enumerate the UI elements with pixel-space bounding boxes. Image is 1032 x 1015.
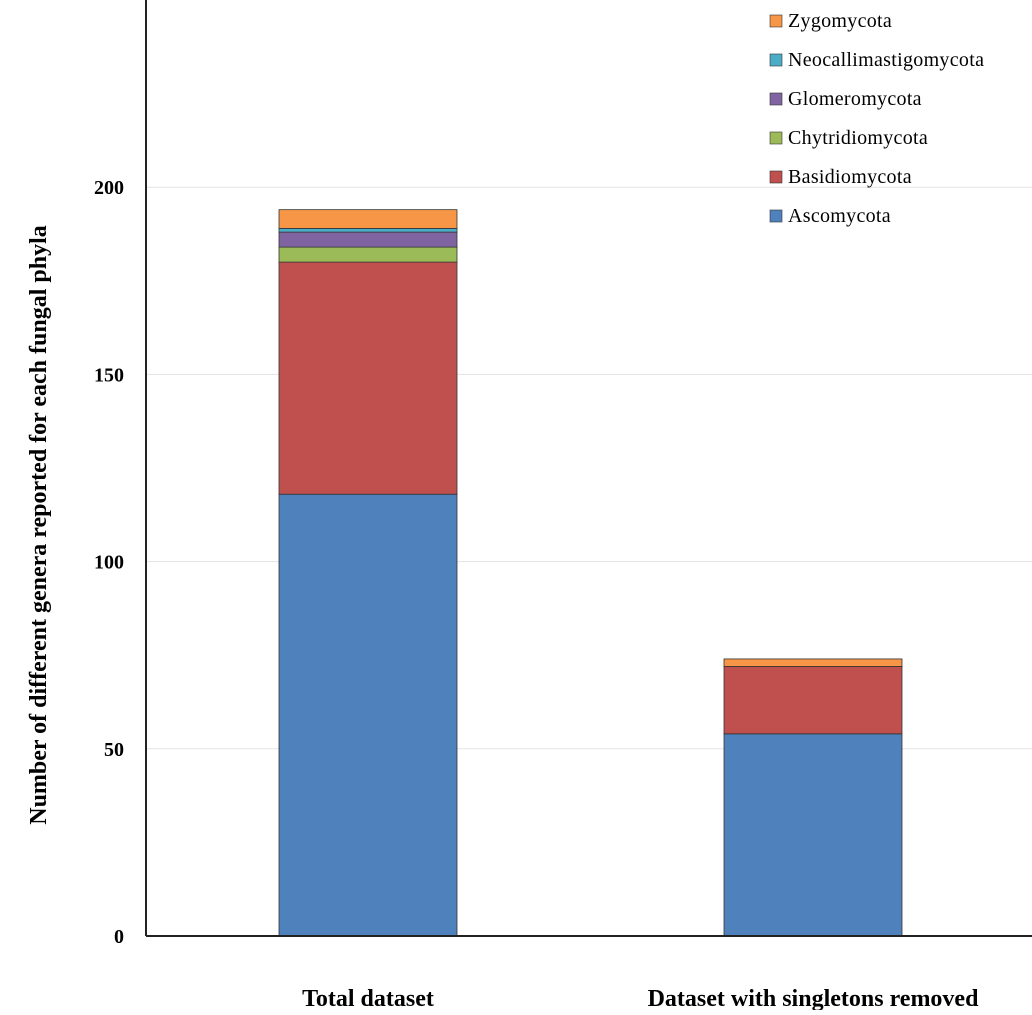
bars xyxy=(278,209,903,937)
x-category-label: Dataset with singletons removed xyxy=(648,986,980,1010)
y-tick-label: 50 xyxy=(104,739,124,761)
bar-segment-basidiomycota xyxy=(278,261,458,495)
bar-segment-basidiomycota xyxy=(723,666,903,735)
legend-swatch-basidiomycota xyxy=(769,170,783,184)
axes xyxy=(145,0,1032,937)
bar-segment-ascomycota xyxy=(723,733,903,937)
y-tick-label: 150 xyxy=(94,364,124,386)
bar-segment-zygomycota xyxy=(278,209,458,229)
legend-label-neocallimastigomycota: Neocallimastigomycota xyxy=(788,49,984,71)
legend-label-basidiomycota: Basidiomycota xyxy=(788,166,912,188)
y-tick-labels: 0 50 100 150 200 xyxy=(94,177,124,948)
x-category-label: Total dataset xyxy=(302,986,434,1010)
y-tick-label: 100 xyxy=(94,552,124,574)
legend-swatch-chytridiomycota xyxy=(769,131,783,145)
legend-swatch-glomeromycota xyxy=(769,92,783,106)
y-tick-label: 0 xyxy=(114,926,124,948)
legend-swatch-neocallimastigomycota xyxy=(769,53,783,67)
legend-label-ascomycota: Ascomycota xyxy=(788,205,891,227)
bar-segment-neocallimastigomycota xyxy=(278,227,458,233)
bar-segment-glomeromycota xyxy=(278,231,458,248)
bar-segment-chytridiomycota xyxy=(278,246,458,263)
legend: Zygomycota Neocallimastigomycota Glomeromy… xyxy=(769,10,984,227)
legend-label-glomeromycota: Glomeromycota xyxy=(788,88,922,110)
bar-segment-zygomycota xyxy=(723,658,903,667)
legend-swatch-ascomycota xyxy=(769,209,783,223)
legend-label-zygomycota: Zygomycota xyxy=(788,10,892,32)
y-tick-label: 200 xyxy=(94,177,124,199)
y-axis-label: Number of different genera reported for … xyxy=(26,225,52,825)
bar-segment-ascomycota xyxy=(278,493,458,937)
x-category-labels: Total dataset Dataset with singletons rem… xyxy=(302,986,980,1012)
legend-label-chytridiomycota: Chytridiomycota xyxy=(788,127,928,149)
legend-swatch-zygomycota xyxy=(769,14,783,28)
